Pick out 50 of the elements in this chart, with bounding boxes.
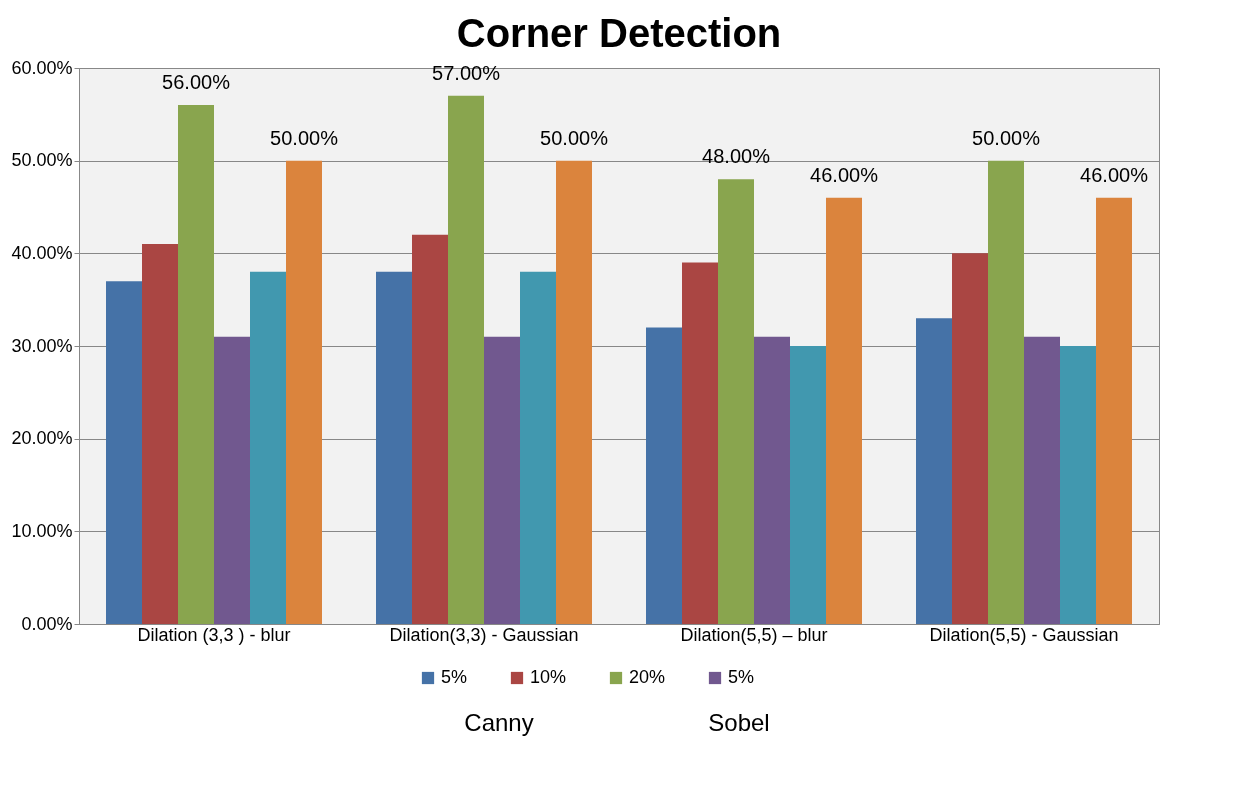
bar [286,160,322,624]
bar [826,197,862,624]
bar [412,234,448,624]
y-tick-label: 50.00% [11,150,73,171]
chart-title: Corner Detection [456,11,782,55]
bar [250,271,286,624]
y-tick-label: 40.00% [11,242,73,263]
x-tick-label: Dilation(5,5) - Gaussian [929,624,1119,645]
x-tick-label: Dilation (3,3 ) - blur [137,624,291,645]
bar [484,336,520,624]
bar [106,281,142,624]
legend-label: 5% [728,667,755,687]
bar [1060,346,1096,624]
bar [988,160,1024,624]
bar [448,95,484,624]
bar [142,244,178,624]
bar [790,346,826,624]
data-label: 57.00% [432,61,501,84]
bar [376,271,412,624]
bar [1096,197,1132,624]
text: Canny [464,709,534,736]
bar [214,336,250,624]
text: Sobel [708,709,770,736]
y-tick-label: 60.00% [11,57,73,78]
y-tick-label: 20.00% [11,428,73,449]
data-label: 46.00% [810,163,879,186]
x-tick-label: Dilation(5,5) – blur [680,624,828,645]
bar [754,336,790,624]
y-tick-label: 10.00% [11,520,73,541]
legend-label: 5% [441,667,468,687]
data-label: 46.00% [1080,163,1149,186]
data-label: 56.00% [162,71,231,94]
bar [1024,336,1060,624]
x-tick-label: Dilation(3,3) - Gaussian [389,624,579,645]
y-tick-label: 0.00% [21,613,73,634]
bar [718,179,754,624]
legend-label: 20% [629,667,666,687]
bar [952,253,988,624]
legend-label: 10% [530,667,567,687]
data-label: 48.00% [702,145,771,168]
data-label: 50.00% [270,126,339,149]
y-tick-label: 30.00% [11,335,73,356]
bar [682,262,718,624]
data-label: 50.00% [972,126,1041,149]
bar [556,160,592,624]
bar [916,318,952,624]
bar [646,327,682,624]
data-label: 50.00% [540,126,609,149]
bar [520,271,556,624]
bar [178,105,214,624]
